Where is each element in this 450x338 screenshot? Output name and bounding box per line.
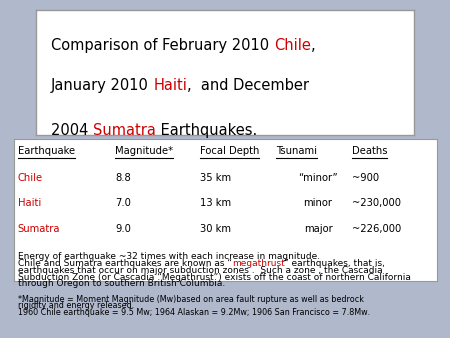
- Text: 2004: 2004: [51, 123, 93, 138]
- Text: earthquakes that occur on major subduction zones .  Such a zone , the Cascadia: earthquakes that occur on major subducti…: [18, 266, 382, 275]
- Text: Sumatra: Sumatra: [18, 224, 60, 234]
- Text: “minor”: “minor”: [298, 173, 338, 183]
- Text: major: major: [304, 224, 333, 234]
- Text: 13 km: 13 km: [200, 198, 231, 208]
- Text: Haiti: Haiti: [18, 198, 41, 208]
- Text: Chile: Chile: [274, 38, 311, 53]
- Text: 35 km: 35 km: [200, 173, 231, 183]
- Text: megathrust: megathrust: [232, 259, 284, 268]
- Text: Subduction Zone (or Cascadia “Megathrust”) exists off the coast of northern Cali: Subduction Zone (or Cascadia “Megathrust…: [18, 272, 410, 282]
- Text: Sumatra: Sumatra: [93, 123, 156, 138]
- Text: ~900: ~900: [352, 173, 379, 183]
- Text: 8.8: 8.8: [115, 173, 131, 183]
- Text: Earthquakes.: Earthquakes.: [156, 123, 257, 138]
- Text: Earthquake: Earthquake: [18, 146, 75, 156]
- Text: 9.0: 9.0: [115, 224, 131, 234]
- Text: Chile and Sumatra earthquakes are known as “: Chile and Sumatra earthquakes are known …: [18, 259, 232, 268]
- Text: through Oregon to southern British Columbia.: through Oregon to southern British Colum…: [18, 280, 225, 288]
- Text: 30 km: 30 km: [200, 224, 230, 234]
- Text: ” earthquakes, that is,: ” earthquakes, that is,: [284, 259, 385, 268]
- Text: Deaths: Deaths: [352, 146, 387, 156]
- Text: ,  and December: , and December: [188, 78, 310, 93]
- Text: January 2010: January 2010: [51, 78, 153, 93]
- Text: minor: minor: [304, 198, 333, 208]
- Text: 7.0: 7.0: [115, 198, 131, 208]
- Text: Chile: Chile: [18, 173, 43, 183]
- Text: Tsunami: Tsunami: [276, 146, 317, 156]
- Text: 1960 Chile earthquake = 9.5 Mᴡ; 1964 Alaskan = 9.2Mᴡ; 1906 San Francisco = 7.8Mᴡ: 1960 Chile earthquake = 9.5 Mᴡ; 1964 Ala…: [18, 308, 370, 317]
- Text: ,: ,: [311, 38, 315, 53]
- Text: rigidity and energy released.: rigidity and energy released.: [18, 301, 134, 310]
- Text: ~230,000: ~230,000: [352, 198, 401, 208]
- Text: Comparison of February 2010: Comparison of February 2010: [51, 38, 274, 53]
- Text: Focal Depth: Focal Depth: [200, 146, 259, 156]
- Text: Energy of earthquake ~32 times with each increase in magnitude.: Energy of earthquake ~32 times with each…: [18, 252, 320, 261]
- Text: ~226,000: ~226,000: [352, 224, 401, 234]
- Text: Haiti: Haiti: [153, 78, 188, 93]
- Text: Magnitude*: Magnitude*: [115, 146, 173, 156]
- Text: *Magnitude = Moment Magnitude (Mᴡ)based on area fault rupture as well as bedrock: *Magnitude = Moment Magnitude (Mᴡ)based …: [18, 295, 364, 304]
